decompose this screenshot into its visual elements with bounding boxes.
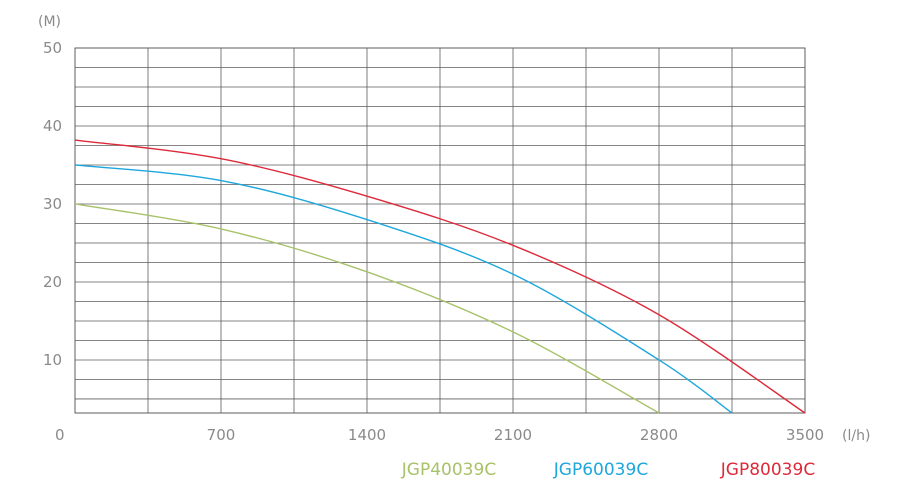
axes: (M) (l/h) 0: [38, 14, 870, 444]
tick-labels: 10 20 30 40 50 700 1400 2100 2800 3500: [43, 39, 824, 444]
y-tick-label: 10: [43, 351, 62, 369]
y-axis-unit-label: (M): [38, 14, 61, 30]
x-tick-label: 1400: [348, 426, 386, 444]
series-line-jgp60039c: [74, 164, 733, 414]
series-line-jgp40039c: [74, 203, 660, 414]
plot-border: [74, 47, 806, 414]
x-tick-label: 3500: [786, 426, 824, 444]
x-axis-unit-label: (l/h): [842, 428, 870, 444]
legend-item-jgp40039c: JGP40039C: [401, 460, 496, 480]
y-tick-label: 30: [43, 195, 62, 213]
legend-item-jgp60039c: JGP60039C: [553, 460, 648, 480]
y-tick-label: 40: [43, 117, 62, 135]
x-tick-label-origin: 0: [55, 426, 65, 444]
grid: [75, 48, 805, 413]
x-tick-label: 2100: [494, 426, 532, 444]
x-tick-label: 700: [207, 426, 236, 444]
y-tick-label: 50: [43, 39, 62, 57]
y-tick-label: 20: [43, 273, 62, 291]
legend-item-jgp80039c: JGP80039C: [720, 460, 815, 480]
x-tick-label: 2800: [640, 426, 678, 444]
plot-frame: [74, 47, 806, 414]
series-lines: [74, 139, 806, 414]
series-line-jgp80039c: [74, 139, 806, 414]
legend: JGP40039C JGP60039C JGP80039C: [401, 460, 815, 480]
